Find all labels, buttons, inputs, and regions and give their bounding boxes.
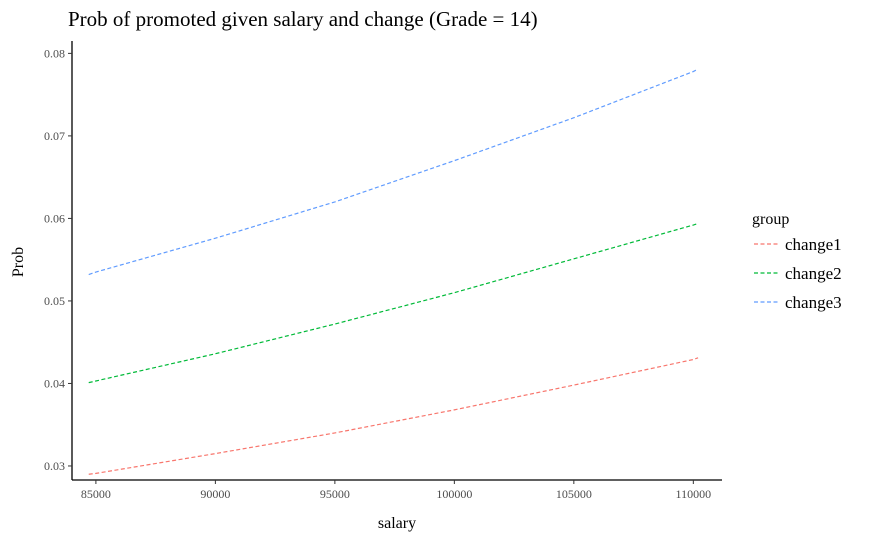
y-tick-label: 0.07 <box>44 129 65 143</box>
x-tick-label: 85000 <box>81 487 111 501</box>
y-axis-title: Prob <box>10 247 27 277</box>
legend-label-change3: change3 <box>785 293 842 312</box>
x-axis-title: salary <box>378 515 416 532</box>
series-line-change2 <box>88 222 699 384</box>
legend: group change1 change2 change3 <box>752 211 842 312</box>
y-tick-label: 0.08 <box>44 46 65 60</box>
y-axis: 0.03 0.04 0.05 0.06 0.07 0.08 <box>44 46 72 473</box>
legend-title: group <box>752 211 789 228</box>
x-tick-label: 105000 <box>556 487 592 501</box>
series-line-change1 <box>88 357 699 475</box>
series-line-change3 <box>88 68 699 276</box>
x-tick-label: 100000 <box>436 487 472 501</box>
y-tick-label: 0.06 <box>44 211 65 225</box>
legend-label-change1: change1 <box>785 235 842 254</box>
x-tick-label: 95000 <box>320 487 350 501</box>
x-axis: 85000 90000 95000 100000 105000 110000 <box>81 480 711 501</box>
y-tick-label: 0.04 <box>44 376 65 390</box>
x-tick-label: 110000 <box>676 487 712 501</box>
y-tick-label: 0.05 <box>44 294 65 308</box>
y-tick-label: 0.03 <box>44 459 65 473</box>
x-tick-label: 90000 <box>200 487 230 501</box>
plot-area <box>88 68 699 475</box>
legend-label-change2: change2 <box>785 264 842 283</box>
chart-title: Prob of promoted given salary and change… <box>68 7 538 31</box>
